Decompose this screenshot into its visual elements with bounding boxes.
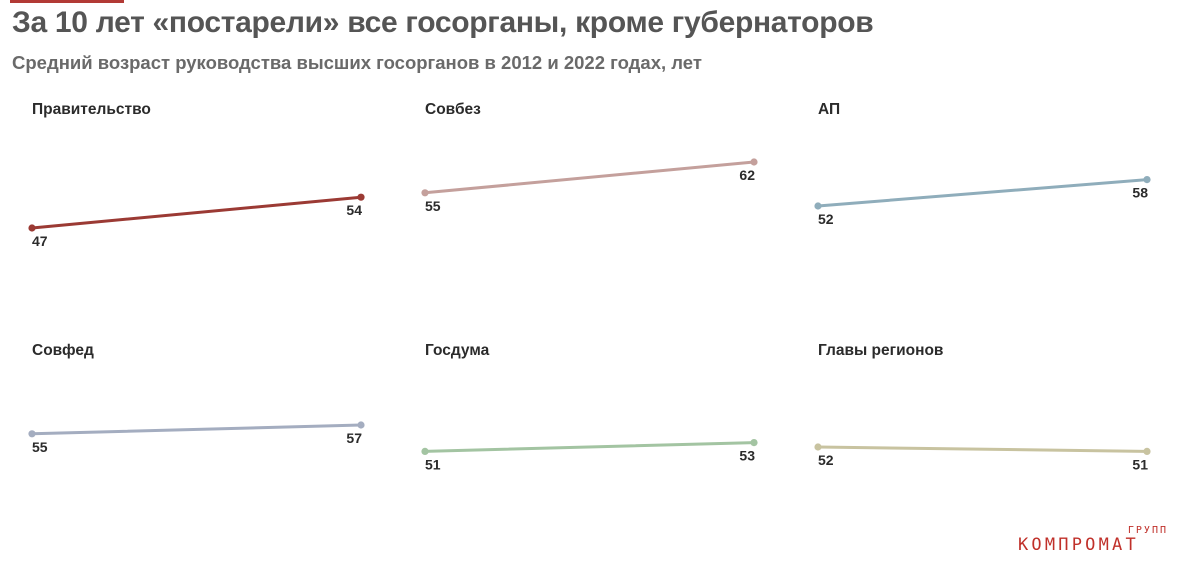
value-label-2022: 54 xyxy=(346,202,362,218)
value-label-2012: 51 xyxy=(425,456,441,472)
point-2022 xyxy=(357,193,365,201)
point-2022 xyxy=(1143,447,1151,455)
point-2012 xyxy=(28,430,36,438)
point-2022 xyxy=(357,421,365,429)
panel-chart: 47 54 xyxy=(28,193,365,249)
point-2012 xyxy=(814,443,822,451)
panel-security-council: Совбез 55 62 xyxy=(421,101,785,301)
panel-presidential-administration: АП 52 58 xyxy=(814,101,1178,301)
logo-small-text: ГРУПП xyxy=(1127,525,1168,536)
value-label-2022: 57 xyxy=(346,430,362,446)
panel-title: Совфед xyxy=(32,342,94,359)
panel-title: Госдума xyxy=(425,342,490,359)
value-label-2012: 55 xyxy=(425,198,441,214)
panel-chart: 51 53 xyxy=(421,439,758,472)
panel-title: Правительство xyxy=(32,101,151,118)
series-line xyxy=(816,178,1149,208)
panel-title: АП xyxy=(818,101,841,118)
panel-regional-heads: Главы регионов 52 51 xyxy=(814,342,1178,542)
point-2012 xyxy=(814,202,822,210)
series-line xyxy=(423,441,756,453)
panel-chart: 55 57 xyxy=(28,421,365,455)
value-label-2012: 55 xyxy=(32,439,48,455)
panel-federation-council: Совфед 55 57 xyxy=(28,342,392,542)
panel-title: Совбез xyxy=(425,101,481,118)
chart-subtitle: Средний возраст руководства высших госор… xyxy=(12,52,702,73)
point-2012 xyxy=(421,189,429,197)
panel-chart: 55 62 xyxy=(421,158,758,214)
series-line xyxy=(30,423,363,436)
value-label-2022: 58 xyxy=(1132,185,1148,201)
value-label-2012: 52 xyxy=(818,211,834,227)
point-2022 xyxy=(1143,176,1151,184)
panel-state-duma: Госдума 51 53 xyxy=(421,342,785,542)
series-line xyxy=(816,445,1149,453)
value-label-2012: 47 xyxy=(32,233,48,249)
value-label-2022: 51 xyxy=(1132,456,1148,472)
series-line xyxy=(423,160,756,195)
panel-chart: 52 51 xyxy=(814,443,1151,472)
logo-main-text: КОМПРОМАТ xyxy=(1018,535,1139,555)
chart-title: За 10 лет «постарели» все госорганы, кро… xyxy=(12,6,874,39)
panel-government: Правительство 47 54 xyxy=(28,101,392,301)
kompromat-logo: ГРУПП КОМПРОМАТ xyxy=(1018,525,1170,557)
value-label-2022: 53 xyxy=(739,448,755,464)
value-label-2012: 52 xyxy=(818,452,834,468)
top-accent-bar xyxy=(10,0,124,3)
panel-chart: 52 58 xyxy=(814,176,1151,227)
point-2012 xyxy=(28,224,36,232)
point-2022 xyxy=(750,158,758,166)
series-line xyxy=(30,195,363,230)
value-label-2022: 62 xyxy=(739,167,755,183)
point-2012 xyxy=(421,447,429,455)
point-2022 xyxy=(750,439,758,447)
panel-title: Главы регионов xyxy=(818,342,944,359)
